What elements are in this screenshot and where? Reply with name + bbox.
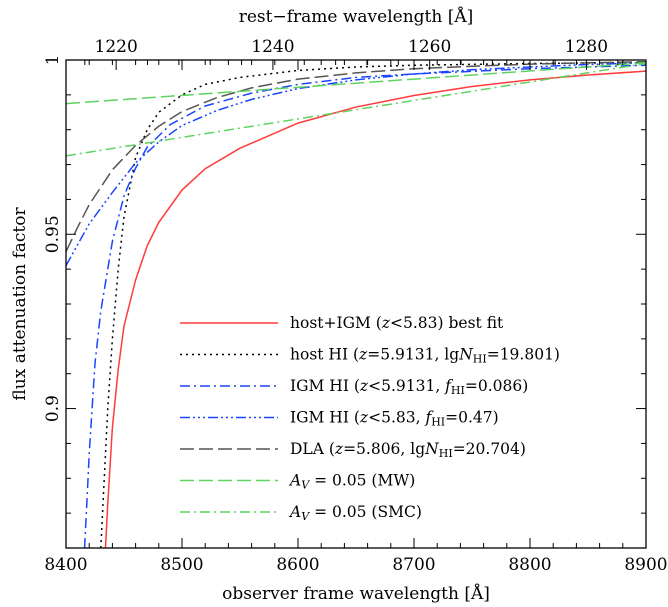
x-tick-label: 8600: [276, 555, 319, 575]
x2-tick-label: 1280: [565, 37, 608, 57]
series-line-7: [66, 62, 646, 157]
ticks-layer: 8400 8500 8600 8700 8800 8900 1220 1240 1260 1280…: [43, 37, 668, 575]
x-axis-title: observer frame wavelength [Å]: [222, 583, 490, 604]
legend-label-1: host+IGM (z<5.83) best fit: [290, 314, 504, 332]
series-line-3: [83, 64, 646, 548]
y-tick-label: 0.9: [43, 395, 63, 422]
series-line-5: [66, 60, 646, 253]
series-line-6: [66, 62, 646, 105]
x-tick-label: 8800: [508, 555, 551, 575]
x-tick-label: 8500: [160, 555, 203, 575]
y-tick-label: 0.95: [43, 215, 63, 253]
series-line-4: [66, 62, 646, 267]
x2-axis-title: rest−frame wavelength [Å]: [239, 6, 474, 27]
legend-label-2: host HI (z=5.9131, lgNHI=19.801): [290, 346, 560, 366]
y-tick-label: 1: [43, 55, 63, 66]
series-line-1: [104, 70, 646, 548]
x-tick-label: 8700: [392, 555, 435, 575]
x2-tick-label: 1220: [95, 37, 138, 57]
legend-label-5: DLA (z=5.806, lgNHI=20.704): [290, 440, 526, 460]
legend-label-7: AV = 0.05 (SMC): [288, 503, 422, 523]
legend-label-6: AV = 0.05 (MW): [288, 472, 415, 492]
x-tick-label: 8900: [624, 555, 667, 575]
series-line-2: [100, 61, 646, 548]
x2-tick-label: 1260: [408, 37, 451, 57]
x2-tick-label: 1240: [251, 37, 294, 57]
y-axis-title: flux attenuation factor: [10, 207, 30, 401]
legend-label-3: IGM HI (z<5.9131, fHI=0.086): [290, 377, 528, 397]
x-tick-label: 8400: [44, 555, 87, 575]
series-layer: [66, 60, 646, 548]
legend: host+IGM (z<5.83) best fit host HI (z=5.9…: [180, 314, 560, 523]
legend-label-4: IGM HI (z<5.83, fHI=0.47): [290, 409, 499, 429]
